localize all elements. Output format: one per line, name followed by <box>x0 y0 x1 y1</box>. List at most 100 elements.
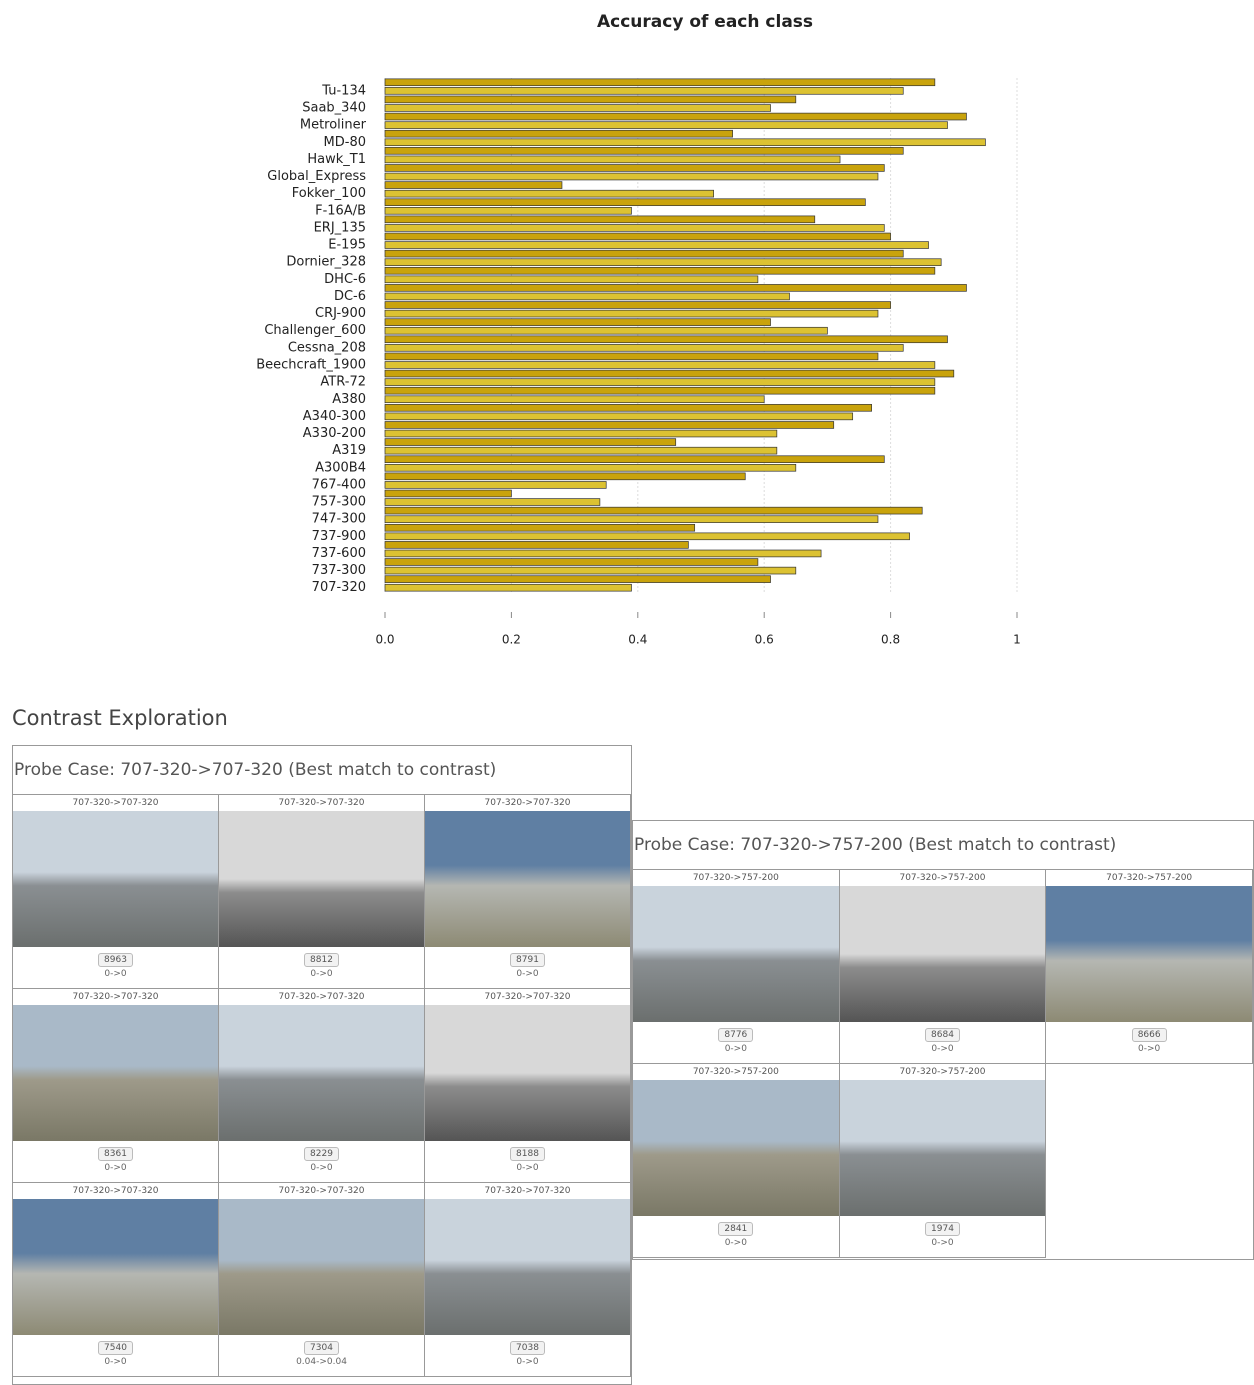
aircraft-image <box>219 1005 424 1141</box>
bar <box>385 139 985 146</box>
bar <box>385 259 941 266</box>
cell-score: 0->0 <box>13 1163 218 1173</box>
bar <box>385 182 562 189</box>
y-tick-label: A380 <box>332 392 366 407</box>
bar <box>385 284 966 291</box>
aircraft-image <box>840 1080 1046 1216</box>
y-tick-label: 737-300 <box>312 563 366 578</box>
image-id: 8361 <box>98 1147 133 1161</box>
bar <box>385 413 853 420</box>
image-id: 2841 <box>718 1222 753 1236</box>
x-tick-label: 1 <box>1013 633 1021 647</box>
cell-caption: 707-320->707-320 <box>13 1183 218 1199</box>
cell-score: 0->0 <box>425 1163 630 1173</box>
y-tick-label: ATR-72 <box>320 375 366 390</box>
y-tick-label: Beechcraft_1900 <box>256 357 366 372</box>
bar <box>385 576 771 583</box>
cell-caption: 707-320->757-200 <box>633 870 839 886</box>
aircraft-image <box>633 1080 839 1216</box>
bar <box>385 276 758 283</box>
aircraft-image <box>1046 886 1252 1022</box>
y-tick-label: Challenger_600 <box>264 323 366 338</box>
bar <box>385 362 935 369</box>
y-tick-label: 737-900 <box>312 529 366 544</box>
cell-caption: 707-320->757-200 <box>840 870 1046 886</box>
bar <box>385 165 884 172</box>
bar <box>385 87 903 94</box>
y-tick-label: Metroliner <box>300 118 367 133</box>
cell-caption: 707-320->707-320 <box>219 989 424 1005</box>
bar <box>385 353 878 360</box>
image-id: 1974 <box>925 1222 960 1236</box>
y-tick-label: A319 <box>332 443 366 458</box>
x-tick-label: 0.6 <box>755 633 774 647</box>
image-id: 8666 <box>1132 1028 1167 1042</box>
y-tick-label: 707-320 <box>312 580 366 595</box>
x-tick-label: 0.0 <box>375 633 394 647</box>
bar <box>385 387 935 394</box>
bar <box>385 130 733 137</box>
aircraft-image <box>13 1199 218 1335</box>
cell-score: 0->0 <box>840 1044 1046 1054</box>
image-id: 8229 <box>304 1147 339 1161</box>
bar <box>385 430 777 437</box>
image-id: 8812 <box>304 953 339 967</box>
bar <box>385 533 910 540</box>
bar <box>385 447 777 454</box>
bar <box>385 464 796 471</box>
y-tick-label: Cessna_208 <box>288 340 366 355</box>
cell-score: 0->0 <box>840 1238 1046 1248</box>
probe-panel: Probe Case: 707-320->707-320 (Best match… <box>12 745 632 1385</box>
bar <box>385 490 511 497</box>
image-id: 8776 <box>718 1028 753 1042</box>
cell-score: 0.04->0.04 <box>219 1357 424 1367</box>
bar <box>385 370 954 377</box>
aircraft-image <box>219 811 424 947</box>
y-tick-label: DC-6 <box>334 289 366 304</box>
bar <box>385 302 891 309</box>
y-tick-label: DHC-6 <box>324 272 366 287</box>
page: Accuracy of each class 0.00.20.40.60.81T… <box>0 0 1254 1379</box>
bar <box>385 216 815 223</box>
y-tick-label: 757-300 <box>312 495 366 510</box>
bar <box>385 327 827 334</box>
cell-caption: 707-320->757-200 <box>1046 870 1252 886</box>
cell-score: 0->0 <box>219 1163 424 1173</box>
x-tick-label: 0.8 <box>881 633 900 647</box>
y-tick-label: CRJ-900 <box>315 306 366 321</box>
aircraft-image <box>633 886 839 1022</box>
bar <box>385 79 935 86</box>
bar <box>385 250 903 257</box>
bar <box>385 422 834 429</box>
bar <box>385 524 695 531</box>
section-title: Contrast Exploration <box>12 706 228 730</box>
aircraft-image <box>425 811 630 947</box>
bar <box>385 242 929 249</box>
bar <box>385 567 796 574</box>
aircraft-image <box>13 1005 218 1141</box>
bar <box>385 207 631 214</box>
y-tick-label: Dornier_328 <box>286 255 366 270</box>
bar <box>385 516 878 523</box>
bar <box>385 319 771 326</box>
bar <box>385 310 878 317</box>
cell-score: 0->0 <box>633 1044 839 1054</box>
y-tick-label: E-195 <box>328 238 366 253</box>
bar <box>385 396 764 403</box>
y-tick-label: A300B4 <box>315 460 366 475</box>
y-tick-label: 767-400 <box>312 477 366 492</box>
image-id: 7038 <box>510 1341 545 1355</box>
y-tick-label: Hawk_T1 <box>307 152 366 167</box>
bar <box>385 190 714 197</box>
bar <box>385 105 771 112</box>
cell-caption: 707-320->707-320 <box>13 795 218 811</box>
